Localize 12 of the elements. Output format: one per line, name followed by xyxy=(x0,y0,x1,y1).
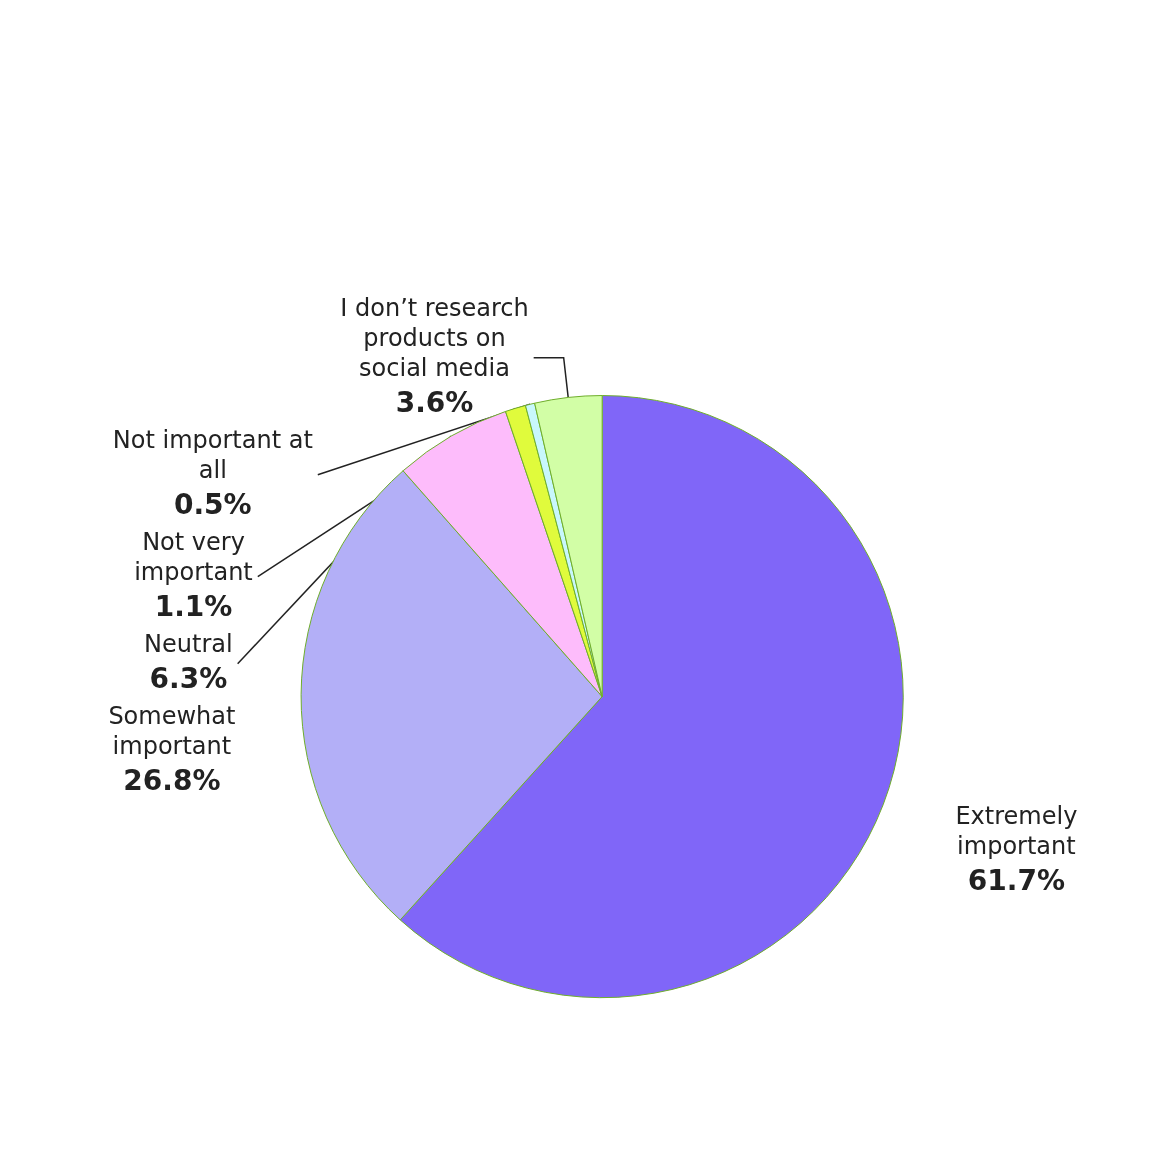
data-label: 26.8% xyxy=(123,764,221,798)
data-label: 3.6% xyxy=(395,386,474,420)
slice-label: I don’t research products on social media xyxy=(340,293,529,382)
slice-label: Extremely important xyxy=(955,801,1078,860)
slice-label: Not very important xyxy=(134,527,253,586)
data-label: 61.7% xyxy=(967,864,1065,898)
data-label: 0.5% xyxy=(173,488,252,522)
data-label: 1.1% xyxy=(154,590,233,624)
slice-label: Neutral xyxy=(144,629,233,658)
slice-label: Somewhat important xyxy=(108,701,236,760)
slice-label: Not important at all xyxy=(112,425,313,484)
data-label: 6.3% xyxy=(149,662,228,696)
